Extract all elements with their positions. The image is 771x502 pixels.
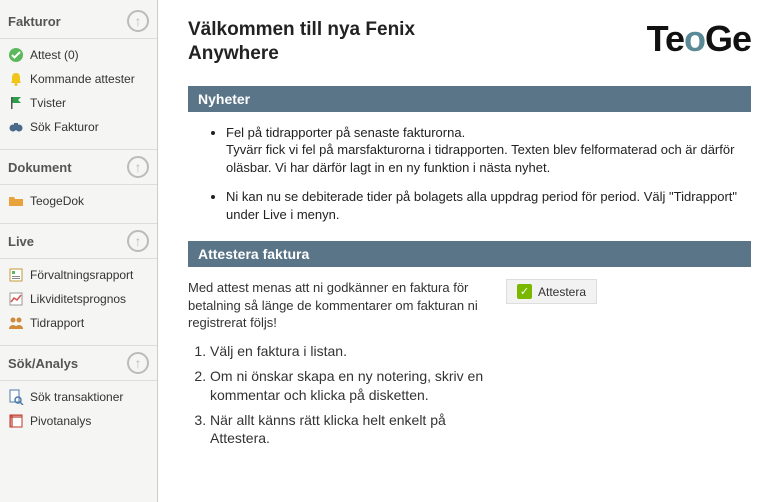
binoculars-icon [8, 119, 24, 135]
nav-list-sok: Sök transaktioner Pivotanalys [0, 381, 157, 443]
collapse-icon[interactable]: ↑ [127, 10, 149, 32]
nav-label: Kommande attester [30, 72, 135, 86]
sidebar-item-likviditet[interactable]: Likviditetsprognos [0, 287, 157, 311]
panel-header-attest: Attestera faktura [188, 241, 751, 267]
attest-steps: Välj en faktura i listan. Om ni önskar s… [188, 342, 508, 448]
section-title: Sök/Analys [8, 356, 78, 371]
collapse-icon[interactable]: ↑ [127, 156, 149, 178]
nav-label: Tidrapport [30, 316, 84, 330]
panel-header-nyheter: Nyheter [188, 86, 751, 112]
section-header-live[interactable]: Live ↑ [0, 223, 157, 259]
sidebar-item-sok-trans[interactable]: Sök transaktioner [0, 385, 157, 409]
step-item: Välj en faktura i listan. [210, 342, 508, 361]
news-text: Fel på tidrapporter på senaste fakturorn… [226, 125, 734, 175]
sidebar-item-sok-fakturor[interactable]: Sök Fakturor [0, 115, 157, 139]
news-item: Fel på tidrapporter på senaste fakturorn… [226, 124, 751, 177]
nav-label: Attest (0) [30, 48, 79, 62]
step-item: När allt känns rätt klicka helt enkelt p… [210, 411, 508, 449]
logo-text: Ge [705, 18, 751, 60]
collapse-icon[interactable]: ↑ [127, 352, 149, 374]
sidebar-item-tvister[interactable]: Tvister [0, 91, 157, 115]
collapse-icon[interactable]: ↑ [127, 230, 149, 252]
attest-description: Med attest menas att ni godkänner en fak… [188, 279, 488, 332]
report-icon [8, 267, 24, 283]
bell-icon [8, 71, 24, 87]
folder-icon [8, 193, 24, 209]
nav-list-dokument: TeogeDok [0, 185, 157, 223]
nav-label: Sök transaktioner [30, 390, 123, 404]
sidebar: Fakturor ↑ Attest (0) Kommande attester … [0, 0, 158, 502]
nav-label: Sök Fakturor [30, 120, 99, 134]
search-doc-icon [8, 389, 24, 405]
news-list: Fel på tidrapporter på senaste fakturorn… [188, 124, 751, 224]
pivot-icon [8, 413, 24, 429]
chart-icon [8, 291, 24, 307]
news-text: Ni kan nu se debiterade tider på bolaget… [226, 189, 737, 222]
section-header-fakturor[interactable]: Fakturor ↑ [0, 4, 157, 39]
sidebar-item-tidrapport[interactable]: Tidrapport [0, 311, 157, 335]
main-content: Välkommen till nya Fenix Anywhere TeoGe … [158, 0, 771, 502]
section-title: Live [8, 234, 34, 249]
check-icon: ✓ [517, 284, 532, 299]
nav-list-fakturor: Attest (0) Kommande attester Tvister Sök… [0, 39, 157, 149]
logo-accent: o [684, 18, 705, 60]
button-label: Attestera [538, 285, 586, 299]
page-title: Välkommen till nya Fenix Anywhere [188, 18, 488, 66]
people-icon [8, 315, 24, 331]
flag-icon [8, 95, 24, 111]
sidebar-item-teogedok[interactable]: TeogeDok [0, 189, 157, 213]
nav-list-live: Förvaltningsrapport Likviditetsprognos T… [0, 259, 157, 345]
logo-text: Te [647, 18, 684, 60]
sidebar-item-pivot[interactable]: Pivotanalys [0, 409, 157, 433]
nav-label: TeogeDok [30, 194, 84, 208]
sidebar-item-forvaltning[interactable]: Förvaltningsrapport [0, 263, 157, 287]
logo: TeoGe [647, 18, 751, 60]
nav-label: Pivotanalys [30, 414, 91, 428]
check-green-icon [8, 47, 24, 63]
nav-label: Förvaltningsrapport [30, 268, 133, 282]
section-header-sok[interactable]: Sök/Analys ↑ [0, 345, 157, 381]
section-title: Fakturor [8, 14, 61, 29]
news-item: Ni kan nu se debiterade tider på bolaget… [226, 188, 751, 223]
sidebar-item-attest[interactable]: Attest (0) [0, 43, 157, 67]
nav-label: Likviditetsprognos [30, 292, 126, 306]
nav-label: Tvister [30, 96, 66, 110]
section-title: Dokument [8, 160, 72, 175]
sidebar-item-kommande[interactable]: Kommande attester [0, 67, 157, 91]
section-header-dokument[interactable]: Dokument ↑ [0, 149, 157, 185]
step-item: Om ni önskar skapa en ny notering, skriv… [210, 367, 508, 405]
attestera-button[interactable]: ✓ Attestera [506, 279, 597, 304]
